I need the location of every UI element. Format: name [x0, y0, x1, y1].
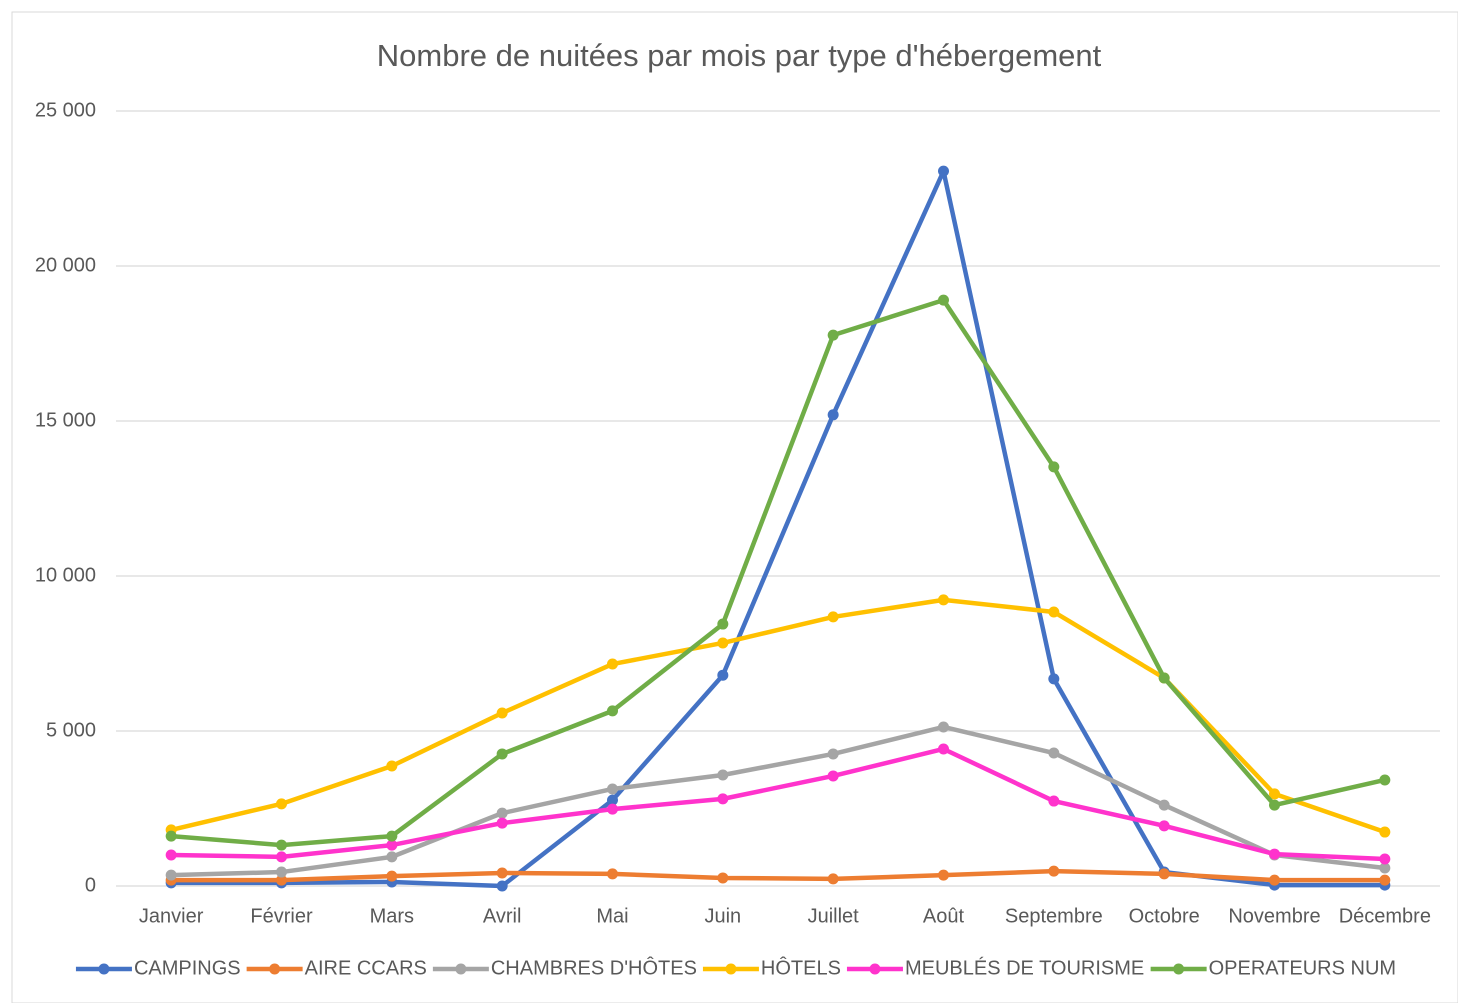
data-point — [1379, 874, 1391, 886]
data-point — [717, 793, 729, 805]
data-point — [1379, 862, 1391, 874]
data-point — [386, 870, 398, 882]
data-point — [717, 872, 729, 884]
data-point — [1048, 606, 1060, 618]
y-tick-label: 10 000 — [35, 564, 96, 586]
data-point — [1158, 799, 1170, 811]
x-tick-label: Janvier — [139, 905, 204, 927]
legend-label: CHAMBRES D'HÔTES — [491, 956, 697, 979]
data-point — [1269, 848, 1280, 860]
data-point — [1269, 874, 1280, 886]
legend-marker — [98, 963, 110, 975]
x-tick-label: Février — [250, 905, 313, 927]
data-point — [276, 798, 287, 810]
data-point — [938, 869, 949, 881]
legend-marker — [269, 963, 281, 975]
data-point — [165, 869, 177, 881]
data-point — [827, 770, 839, 782]
legend-marker — [455, 963, 467, 975]
legend-label: OPERATEURS NUM — [1209, 957, 1396, 979]
data-point — [496, 867, 508, 879]
data-point — [496, 817, 508, 829]
x-tick-label: Juin — [704, 905, 741, 927]
data-point — [386, 839, 398, 851]
x-tick-label: Septembre — [1005, 905, 1103, 927]
x-tick-label: Novembre — [1228, 905, 1320, 927]
data-point — [496, 880, 508, 892]
legend-label: CAMPINGS — [134, 957, 241, 979]
legend-label: AIRE CCARS — [305, 957, 427, 979]
data-point — [496, 707, 508, 719]
data-point — [165, 849, 177, 861]
x-tick-label: Octobre — [1129, 905, 1200, 927]
data-point — [827, 329, 839, 341]
data-point — [827, 748, 839, 760]
data-point — [1379, 853, 1391, 865]
data-point — [607, 868, 618, 880]
data-point — [276, 839, 287, 851]
chart-title: Nombre de nuitées par mois par type d'hé… — [377, 38, 1102, 73]
y-tick-label: 5 000 — [46, 719, 96, 741]
data-point — [938, 721, 949, 733]
data-point — [607, 658, 618, 670]
x-tick-label: Août — [923, 905, 965, 927]
data-point — [1379, 826, 1391, 838]
series-line — [171, 724, 1386, 878]
x-tick-label: Décembre — [1339, 905, 1431, 927]
data-point — [1158, 672, 1170, 684]
data-point — [1379, 774, 1391, 786]
legend-label: MEUBLÉS DE TOURISME — [905, 956, 1144, 979]
data-point — [1269, 799, 1280, 811]
data-point — [386, 760, 398, 772]
y-tick-label: 15 000 — [35, 409, 96, 431]
data-point — [938, 594, 949, 606]
data-point — [827, 873, 839, 885]
data-point — [386, 830, 398, 842]
y-tick-label: 0 — [85, 874, 96, 896]
y-tick-label: 20 000 — [35, 254, 96, 276]
data-point — [938, 743, 949, 755]
series-line — [171, 746, 1385, 862]
data-point — [276, 866, 287, 878]
data-point — [717, 669, 729, 681]
x-tick-label: Mai — [596, 905, 628, 927]
legend-label: HÔTELS — [761, 956, 841, 979]
data-point — [165, 830, 177, 842]
data-point — [386, 851, 398, 863]
data-point — [827, 409, 839, 421]
data-point — [607, 803, 618, 815]
data-point — [607, 783, 618, 795]
x-tick-label: Mars — [370, 905, 414, 927]
legend-marker — [1173, 963, 1185, 975]
legend-marker — [869, 963, 881, 975]
data-point — [1048, 865, 1060, 877]
data-point — [1048, 747, 1060, 759]
data-point — [276, 874, 287, 886]
data-point — [938, 294, 949, 306]
data-point — [1269, 788, 1280, 800]
data-point — [827, 611, 839, 623]
y-tick-label: 25 000 — [35, 99, 96, 121]
data-point — [717, 618, 729, 630]
data-point — [938, 165, 949, 177]
data-point — [717, 769, 729, 781]
data-point — [1048, 461, 1060, 473]
x-tick-label: Avril — [483, 905, 522, 927]
data-point — [607, 794, 618, 806]
series-line — [171, 868, 1385, 883]
data-point — [607, 705, 618, 717]
data-point — [717, 637, 729, 649]
data-point — [496, 807, 508, 819]
data-point — [1158, 868, 1170, 880]
data-point — [1048, 673, 1060, 685]
x-tick-label: Juillet — [808, 905, 860, 927]
data-point — [276, 851, 287, 863]
series-line — [170, 297, 1386, 848]
data-point — [1048, 795, 1060, 807]
data-point — [1158, 820, 1170, 832]
legend-marker — [725, 963, 737, 975]
data-point — [496, 748, 508, 760]
